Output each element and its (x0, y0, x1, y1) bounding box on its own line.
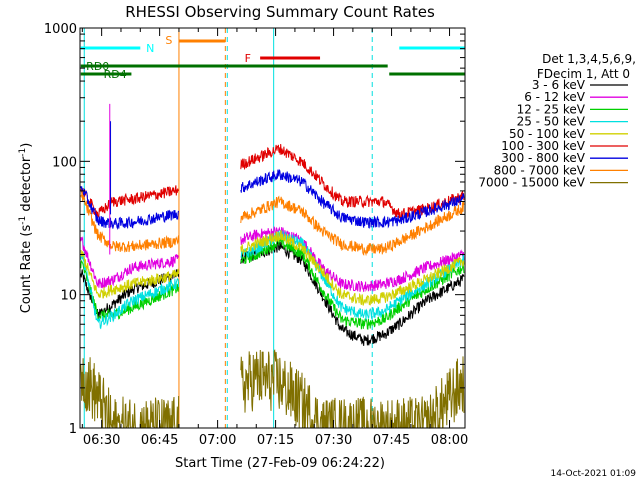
y-tick-label-2: 100 (52, 155, 77, 170)
chart-title: RHESSI Observing Summary Count Rates (125, 3, 435, 21)
series-line-8-seg-0 (80, 357, 180, 429)
x-tick-label-2: 07:00 (199, 433, 236, 448)
series-line-1-seg-0 (80, 236, 180, 289)
legend-label-5: 100 - 300 keV (501, 139, 585, 153)
legend-label-3: 25 - 50 keV (517, 115, 586, 129)
series-lines (80, 103, 465, 429)
legend: Det 1,3,4,5,6,9, FDecim 1, Att 0 3 - 6 k… (478, 52, 636, 190)
legend-label-0: 3 - 6 keV (532, 78, 586, 92)
x-tick-label-1: 06:45 (141, 433, 178, 448)
series-line-6-seg-1 (240, 168, 465, 229)
series-line-4-seg-1 (240, 230, 465, 306)
y-label-part-1: Count Rate (s (19, 225, 34, 314)
y-tick-label-0: 1 (69, 422, 77, 437)
y-label-part-2: detector (19, 156, 34, 216)
s-flag-label: S (165, 34, 172, 47)
x-tick-label-6: 08:00 (431, 433, 468, 448)
series-line-3-seg-0 (80, 252, 180, 330)
x-axis-label: Start Time (27-Feb-09 06:24:22) (175, 456, 385, 471)
series-line-4-seg-0 (80, 249, 180, 299)
series-line-5-seg-0 (80, 185, 179, 219)
x-tick-label-4: 07:30 (315, 433, 352, 448)
x-tick-label-0: 06:30 (83, 433, 120, 448)
series-line-6-seg-0 (80, 186, 180, 231)
legend-label-2: 12 - 25 keV (517, 102, 586, 116)
y-tick-label-3: 1000 (44, 22, 77, 37)
x-tick-label-5: 07:45 (373, 433, 410, 448)
legend-label-7: 800 - 7000 keV (494, 163, 586, 177)
series-line-3-seg-1 (240, 229, 465, 321)
rd0-flag-label: RD0 (86, 60, 109, 73)
y-label-part-3: ) (19, 143, 34, 148)
x-tick-label-3: 07:15 (257, 433, 294, 448)
legend-label-6: 300 - 800 keV (501, 151, 585, 165)
legend-label-1: 6 - 12 keV (524, 90, 586, 104)
legend-label-8: 7000 - 15000 keV (478, 176, 585, 190)
f-flag-label: F (245, 52, 251, 65)
series-line-7-seg-0 (80, 190, 180, 253)
series-line-0-seg-1 (240, 241, 465, 346)
y-label-exp-2: -1 (18, 148, 28, 157)
legend-label-4: 50 - 100 keV (509, 127, 586, 141)
y-axis-label: Count Rate (s-1 detector-1) (18, 143, 34, 314)
legend-header-line-1: Det 1,3,4,5,6,9, (542, 52, 636, 66)
series-line-7-seg-1 (240, 195, 465, 257)
legend-header-line-2: FDecim 1, Att 0 (537, 67, 630, 81)
plot-frame (79, 27, 466, 429)
y-label-exp-1: -1 (18, 216, 28, 225)
y-tick-label-1: 10 (60, 289, 77, 304)
render-timestamp: 14-Oct-2021 01:09 (551, 469, 637, 479)
rd4-flag-label: RD4 (104, 68, 127, 81)
n-flag-label: N (146, 42, 154, 55)
axis-ticks: 06:30 06:45 07:00 07:15 07:30 07:45 08:00 1 10 10… (44, 22, 468, 448)
